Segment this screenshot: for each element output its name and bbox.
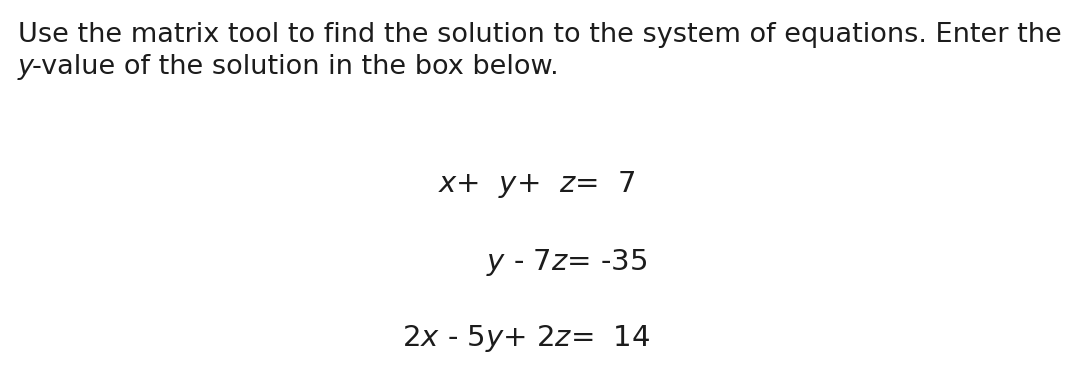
Text: Use the matrix tool to find the solution to the system of equations. Enter the: Use the matrix tool to find the solution… xyxy=(18,22,1062,48)
Text: ‐value of the solution in the box below.: ‐value of the solution in the box below. xyxy=(32,54,559,80)
Text: $\mathit{x}$+  $\mathit{y}$+  $\mathit{z}$=  7: $\mathit{x}$+ $\mathit{y}$+ $\mathit{z}$… xyxy=(438,170,635,200)
Text: y: y xyxy=(18,54,34,80)
Text: $\mathit{y}$ - 7$\mathit{z}$= -35: $\mathit{y}$ - 7$\mathit{z}$= -35 xyxy=(486,247,647,278)
Text: 2$\mathit{x}$ - 5$\mathit{y}$+ 2$\mathit{z}$=  14: 2$\mathit{x}$ - 5$\mathit{y}$+ 2$\mathit… xyxy=(402,322,650,354)
